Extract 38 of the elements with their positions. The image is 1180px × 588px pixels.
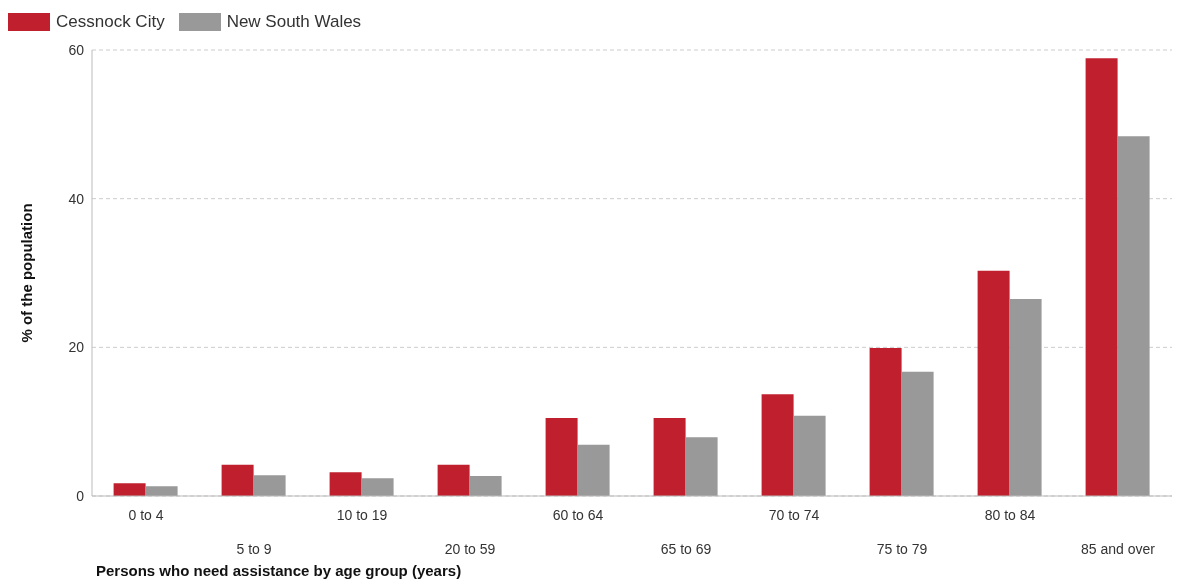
bar: [1085, 58, 1118, 496]
bar: [545, 417, 578, 496]
bar: [469, 475, 502, 496]
bar: [977, 270, 1010, 496]
legend-label: Cessnock City: [56, 12, 165, 32]
y-axis-title: % of the population: [18, 203, 36, 343]
bar: [793, 415, 826, 496]
bar: [113, 483, 146, 496]
bar: [761, 394, 794, 496]
x-axis-title: Persons who need assistance by age group (years): [96, 562, 463, 579]
x-tick-label: 70 to 74: [768, 507, 820, 523]
x-tick-label: 20 to 59: [444, 541, 496, 557]
x-tick-label: 10 to 19: [336, 507, 388, 523]
bar: [437, 464, 470, 496]
x-tick-label: 75 to 79: [876, 541, 928, 557]
y-tick-label: 60: [68, 41, 85, 58]
legend-label: New South Wales: [226, 12, 362, 32]
bar: [901, 371, 934, 496]
x-tick-label: 0 to 4: [128, 507, 164, 523]
bar: [329, 472, 362, 496]
y-tick-label: 20: [68, 339, 85, 356]
y-tick-label: 0: [76, 487, 85, 504]
x-tick-label: 85 and over: [1081, 541, 1156, 557]
bar: [577, 444, 610, 496]
bar: [653, 417, 686, 496]
x-tick-label: 65 to 69: [660, 541, 712, 557]
bar: [221, 464, 254, 496]
bar: [1117, 136, 1150, 496]
bar: [685, 437, 718, 496]
y-tick-label: 40: [68, 190, 85, 207]
x-tick-label: 5 to 9: [236, 541, 272, 557]
x-tick-label: 80 to 84: [984, 507, 1036, 523]
x-tick-label: 60 to 64: [552, 507, 604, 523]
bar: [1009, 299, 1042, 496]
bar: [253, 475, 286, 496]
bar: [361, 478, 394, 496]
bar: [869, 348, 902, 496]
bar: [145, 486, 178, 496]
